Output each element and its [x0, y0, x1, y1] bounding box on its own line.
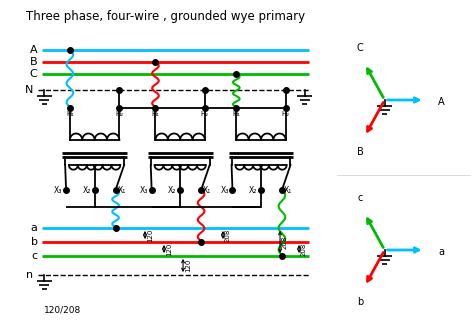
Text: Three phase, four-wire , grounded wye primary: Three phase, four-wire , grounded wye pr… — [27, 10, 306, 23]
Text: H₂: H₂ — [282, 111, 290, 117]
Text: b: b — [357, 297, 363, 307]
Text: X₃: X₃ — [220, 186, 228, 195]
Text: C: C — [356, 42, 363, 53]
Text: X₃: X₃ — [54, 186, 62, 195]
Text: n: n — [26, 270, 33, 280]
Text: X₁: X₁ — [203, 186, 211, 195]
Text: H₁: H₁ — [232, 111, 240, 117]
Text: X₂: X₂ — [168, 186, 176, 195]
Text: c: c — [357, 193, 363, 203]
Text: N: N — [25, 85, 33, 95]
Text: H₂: H₂ — [115, 111, 123, 117]
Text: C: C — [30, 69, 37, 79]
Text: X₁: X₁ — [284, 186, 292, 195]
Text: H₁: H₁ — [152, 111, 159, 117]
Text: H₁: H₁ — [66, 111, 74, 117]
Text: 208: 208 — [282, 235, 288, 249]
Text: c: c — [31, 251, 37, 261]
Text: 120/208: 120/208 — [44, 305, 82, 314]
Text: b: b — [31, 237, 37, 247]
Text: B: B — [356, 147, 363, 157]
Text: X₃: X₃ — [139, 186, 148, 195]
Text: H₂: H₂ — [201, 111, 209, 117]
Text: a: a — [31, 223, 37, 233]
Text: B: B — [30, 57, 37, 67]
Text: 120: 120 — [166, 242, 172, 256]
Text: a: a — [438, 247, 445, 257]
Text: 120: 120 — [185, 259, 191, 272]
Text: 208: 208 — [301, 242, 307, 256]
Text: 120: 120 — [147, 228, 153, 242]
Text: A: A — [30, 45, 37, 55]
Text: X₂: X₂ — [249, 186, 257, 195]
Text: 208: 208 — [225, 228, 231, 242]
Text: X₂: X₂ — [82, 186, 91, 195]
Text: A: A — [438, 97, 445, 107]
Text: X₁: X₁ — [118, 186, 126, 195]
